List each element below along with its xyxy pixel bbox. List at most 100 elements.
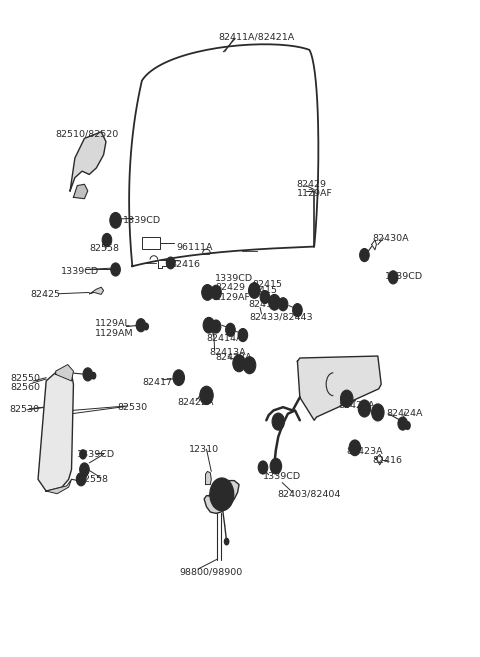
Circle shape xyxy=(200,386,213,405)
Circle shape xyxy=(102,233,112,246)
Text: 82558: 82558 xyxy=(79,475,108,484)
Circle shape xyxy=(203,317,215,333)
Circle shape xyxy=(177,376,180,380)
Circle shape xyxy=(372,404,384,421)
Circle shape xyxy=(111,263,120,276)
Text: 82425: 82425 xyxy=(30,290,60,299)
Circle shape xyxy=(114,218,117,222)
Polygon shape xyxy=(129,44,318,266)
Polygon shape xyxy=(70,132,106,191)
Polygon shape xyxy=(204,481,239,513)
Polygon shape xyxy=(90,287,104,294)
Text: 82433/82443: 82433/82443 xyxy=(250,312,313,321)
Circle shape xyxy=(272,413,285,430)
Circle shape xyxy=(360,248,369,261)
Text: 82414A: 82414A xyxy=(206,334,243,343)
Circle shape xyxy=(80,478,83,482)
Circle shape xyxy=(345,397,348,401)
Text: 12310: 12310 xyxy=(189,445,219,454)
Text: 82510/82520: 82510/82520 xyxy=(56,130,119,139)
Circle shape xyxy=(262,466,264,470)
Polygon shape xyxy=(298,356,381,420)
Text: 82530: 82530 xyxy=(118,403,148,412)
Circle shape xyxy=(270,459,282,474)
Text: 82411A/82421A: 82411A/82421A xyxy=(218,33,295,42)
Circle shape xyxy=(282,302,285,306)
Text: 82422A: 82422A xyxy=(178,398,214,407)
Text: 82403/82404: 82403/82404 xyxy=(277,489,341,498)
Circle shape xyxy=(114,267,117,271)
Text: 82558: 82558 xyxy=(89,244,119,253)
Circle shape xyxy=(388,271,398,284)
Polygon shape xyxy=(73,184,88,198)
Circle shape xyxy=(340,390,353,407)
Circle shape xyxy=(275,464,277,468)
Circle shape xyxy=(358,400,371,417)
Circle shape xyxy=(215,290,217,294)
Circle shape xyxy=(204,393,208,398)
Polygon shape xyxy=(38,369,73,491)
Text: 82424A: 82424A xyxy=(386,409,423,419)
Circle shape xyxy=(404,421,411,430)
Circle shape xyxy=(91,372,96,380)
Circle shape xyxy=(106,238,108,242)
Text: 1339CD: 1339CD xyxy=(77,450,115,459)
Circle shape xyxy=(392,275,395,279)
Circle shape xyxy=(79,449,87,460)
Circle shape xyxy=(136,319,146,332)
Circle shape xyxy=(264,295,266,299)
Text: 82415: 82415 xyxy=(252,280,282,289)
Circle shape xyxy=(144,323,149,330)
Circle shape xyxy=(269,294,280,310)
Circle shape xyxy=(215,325,217,328)
Text: 98800/98900: 98800/98900 xyxy=(180,568,243,577)
Circle shape xyxy=(260,290,270,304)
Polygon shape xyxy=(376,455,383,465)
Circle shape xyxy=(169,261,172,265)
Circle shape xyxy=(278,298,288,311)
Text: 82530: 82530 xyxy=(9,405,39,415)
Circle shape xyxy=(293,304,302,317)
Bar xyxy=(142,237,160,248)
Circle shape xyxy=(353,446,356,450)
Text: 96111A: 96111A xyxy=(177,242,213,252)
Text: 82550
82560: 82550 82560 xyxy=(10,374,40,392)
Text: 82413A: 82413A xyxy=(210,348,246,357)
Text: 82416: 82416 xyxy=(372,457,402,465)
Text: 82417: 82417 xyxy=(143,378,172,387)
Circle shape xyxy=(211,320,221,333)
Circle shape xyxy=(218,489,225,499)
Text: 1339CD: 1339CD xyxy=(60,267,99,276)
Text: 1339CD: 1339CD xyxy=(384,271,423,281)
Circle shape xyxy=(83,368,93,381)
Polygon shape xyxy=(46,480,72,493)
Circle shape xyxy=(233,355,245,372)
Text: 82415: 82415 xyxy=(247,286,277,295)
Circle shape xyxy=(398,417,408,430)
Circle shape xyxy=(210,478,234,510)
Circle shape xyxy=(238,328,248,342)
Polygon shape xyxy=(157,260,167,268)
Text: 82414A: 82414A xyxy=(248,300,285,309)
Circle shape xyxy=(258,461,268,474)
Circle shape xyxy=(166,257,175,269)
Text: 82429
1129AF: 82429 1129AF xyxy=(297,179,332,198)
Text: 82416: 82416 xyxy=(170,260,201,269)
Circle shape xyxy=(76,473,86,486)
Circle shape xyxy=(211,285,221,300)
Circle shape xyxy=(173,370,184,386)
Text: 1339CD: 1339CD xyxy=(263,472,300,480)
Circle shape xyxy=(110,212,121,228)
Polygon shape xyxy=(56,365,73,381)
Polygon shape xyxy=(372,240,376,250)
Text: 1339CD
82429
1129AF: 1339CD 82429 1129AF xyxy=(215,274,253,302)
Text: 1129AL
1129AM: 1129AL 1129AM xyxy=(95,319,133,338)
Text: 82430A: 82430A xyxy=(372,234,409,243)
Circle shape xyxy=(226,323,235,336)
Text: 82422A: 82422A xyxy=(338,401,374,410)
Circle shape xyxy=(202,284,213,300)
Circle shape xyxy=(249,283,260,298)
Text: 82423A: 82423A xyxy=(347,447,384,456)
Text: 1339CD: 1339CD xyxy=(123,215,161,225)
Circle shape xyxy=(349,440,360,456)
